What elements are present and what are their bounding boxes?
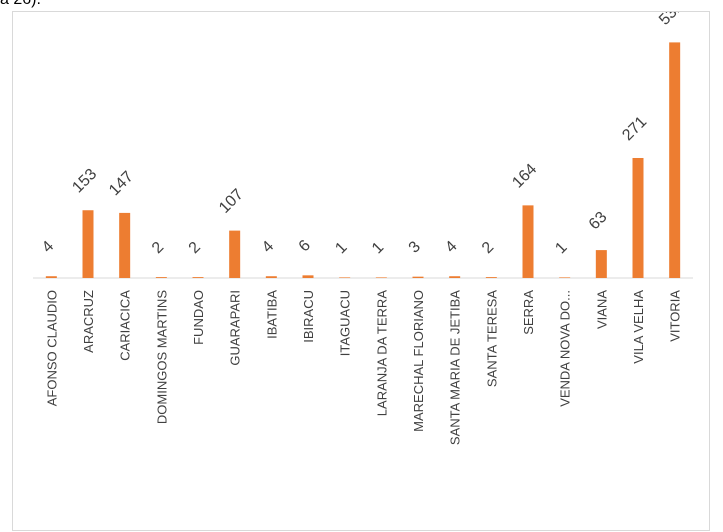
- bar-12: [485, 277, 497, 278]
- data-label-1: 153: [69, 166, 100, 197]
- category-label-12: SANTA TERESA: [484, 290, 499, 387]
- data-label-4: 2: [186, 239, 204, 257]
- bar-13: [522, 205, 534, 278]
- bar-4: [192, 277, 204, 278]
- bar-8: [339, 277, 351, 278]
- category-label-3: DOMINGOS MARTINS: [154, 290, 169, 424]
- category-label-17: VITORIA: [668, 290, 683, 342]
- bar-2: [119, 212, 131, 278]
- data-label-9: 1: [369, 239, 387, 257]
- category-label-16: VILA VELHA: [631, 290, 646, 364]
- data-label-0: 4: [39, 238, 57, 256]
- bar-16: [632, 157, 644, 278]
- data-label-6: 4: [259, 238, 277, 256]
- data-label-16: 271: [619, 113, 650, 144]
- category-label-10: MARECHAL FLORIANO: [411, 290, 426, 432]
- bar-10: [412, 276, 424, 278]
- category-label-11: SANTA MARIA DE JETIBA: [448, 290, 463, 445]
- category-label-5: GUARAPARI: [228, 290, 243, 366]
- category-label-2: CARIACICA: [118, 290, 133, 361]
- bar-5: [229, 230, 241, 278]
- category-label-8: ITAGUACU: [338, 290, 353, 356]
- category-label-0: AFONSO CLAUDIO: [44, 290, 59, 406]
- chart-area: 4 153 147 2 2 107 4 6 1 1 3 4 2 164 1 63 271 532 AFONSO C…: [12, 11, 710, 531]
- bar-17: [669, 42, 681, 279]
- bars-group: [45, 42, 681, 279]
- category-label-1: ARACRUZ: [81, 290, 96, 353]
- bar-15: [595, 250, 607, 278]
- bar-1: [82, 210, 94, 278]
- data-label-17: 532: [656, 12, 687, 29]
- data-label-5: 107: [216, 186, 247, 217]
- bar-6: [265, 276, 277, 278]
- preceding-text-fragment: a 26).: [0, 0, 41, 9]
- bar-14: [559, 277, 571, 278]
- data-label-8: 1: [332, 239, 350, 257]
- data-label-11: 4: [442, 238, 460, 256]
- category-label-13: SERRA: [521, 290, 536, 335]
- bar-9: [375, 277, 387, 278]
- category-label-6: IBATIBA: [264, 290, 279, 339]
- category-label-14: VENDA NOVA DO...: [558, 290, 573, 407]
- bar-7: [302, 275, 314, 278]
- data-label-13: 164: [509, 161, 540, 192]
- data-label-2: 147: [106, 168, 137, 199]
- category-label-7: IBIRACU: [301, 290, 316, 343]
- bar-0: [45, 276, 57, 278]
- data-label-3: 2: [149, 239, 167, 257]
- category-label-9: LARANJA DA TERRA: [374, 290, 389, 417]
- data-label-12: 2: [479, 239, 497, 257]
- category-label-4: FUNDAO: [191, 290, 206, 345]
- data-label-7: 6: [296, 237, 314, 255]
- bar-11: [449, 276, 461, 278]
- data-label-14: 1: [552, 239, 570, 257]
- bar-3: [155, 277, 167, 278]
- category-label-15: VIANA: [594, 290, 609, 329]
- data-label-15: 63: [586, 209, 611, 234]
- category-labels-group: AFONSO CLAUDIO ARACRUZ CARIACICA DOMINGOS M…: [44, 290, 682, 445]
- data-label-10: 3: [406, 238, 424, 256]
